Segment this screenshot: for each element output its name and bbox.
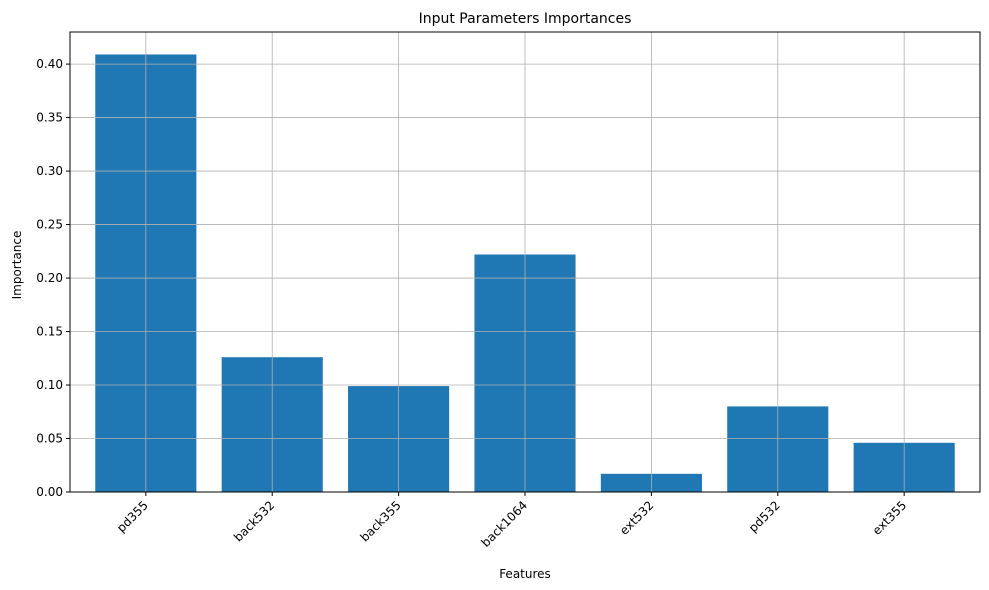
y-axis-ticks: 0.00 0.05 0.10 0.15 0.20 0.25 0.30 0.35 0.40 — [36, 57, 70, 499]
y-tick-label-8: 0.40 — [36, 57, 63, 71]
x-tick-label-ext355: ext355 — [870, 498, 910, 538]
x-tick-label-pd532: pd532 — [746, 498, 783, 535]
x-tick-label-back355: back355 — [357, 498, 403, 544]
y-tick-label-3: 0.15 — [36, 325, 63, 339]
y-tick-label-2: 0.10 — [36, 378, 63, 392]
y-tick-label-7: 0.35 — [36, 111, 63, 125]
y-tick-label-5: 0.25 — [36, 218, 63, 232]
x-tick-label-pd355: pd355 — [114, 498, 151, 535]
y-tick-label-6: 0.30 — [36, 164, 63, 178]
x-axis-label: Features — [499, 567, 551, 581]
x-axis-ticks: pd355 back532 back355 back1064 ext532 pd532 ex… — [114, 492, 909, 550]
grid-over-layer — [70, 32, 980, 493]
x-tick-label-ext532: ext532 — [617, 498, 657, 538]
y-tick-label-4: 0.20 — [36, 271, 63, 285]
chart-title: Input Parameters Importances — [419, 11, 632, 27]
x-tick-label-back1064: back1064 — [478, 498, 530, 550]
x-tick-label-back532: back532 — [231, 498, 277, 544]
y-tick-label-1: 0.05 — [36, 432, 63, 446]
y-axis-label: Importance — [10, 231, 24, 300]
y-tick-label-0: 0.00 — [36, 485, 63, 499]
